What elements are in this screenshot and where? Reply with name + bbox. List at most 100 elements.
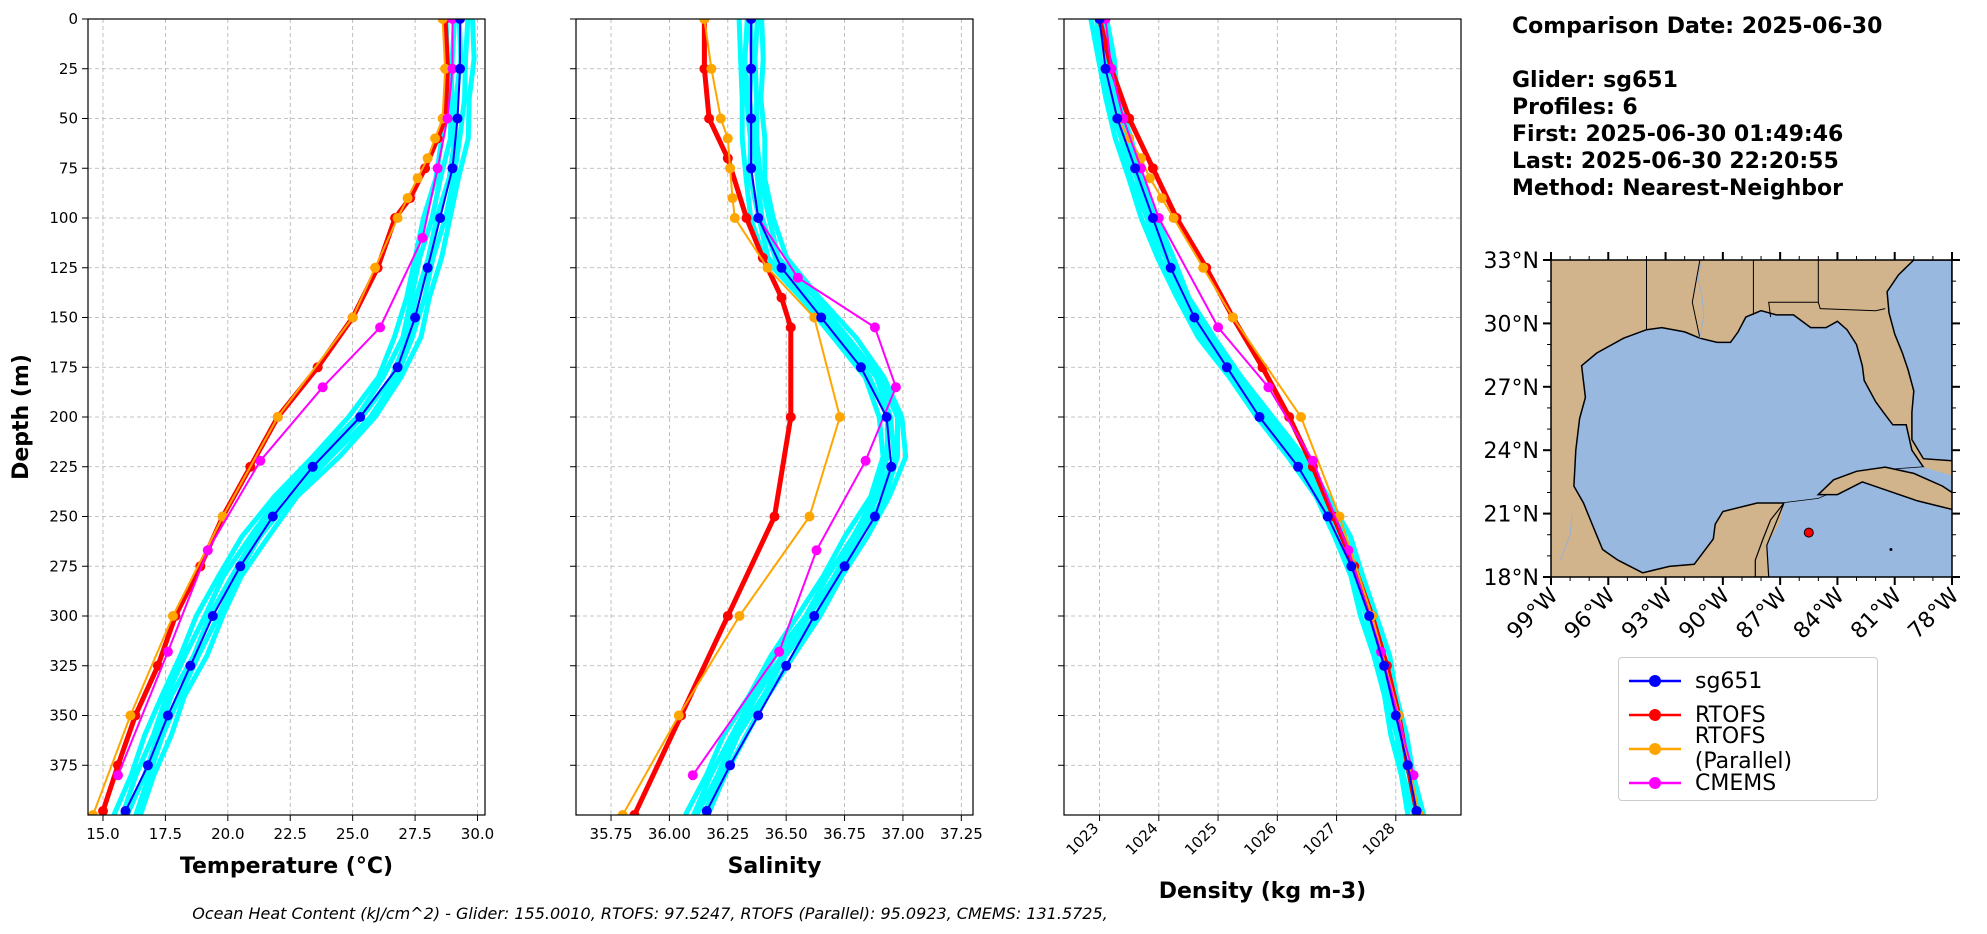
sg651-point bbox=[435, 213, 446, 223]
comparison-info: Comparison Date: 2025-06-30 Glider: sg65… bbox=[1512, 13, 1972, 202]
sg651-point bbox=[1402, 760, 1413, 771]
cmems-point bbox=[375, 322, 386, 333]
cmems-point bbox=[1213, 322, 1224, 333]
gulf-of-mexico bbox=[1573, 309, 1925, 574]
salinity-panel: 35.75 36.00 36.25 36.50 36.75 37.00 37.25 Salin… bbox=[570, 18, 983, 879]
y-tick-label: 50 bbox=[59, 110, 78, 128]
x-tick-label: 17.5 bbox=[149, 825, 182, 843]
cmems-point bbox=[869, 322, 880, 333]
x-tick-label: 35.75 bbox=[590, 825, 633, 843]
lat-tick-label: 27°N bbox=[1484, 376, 1539, 401]
sg651-point bbox=[1147, 213, 1158, 223]
legend-item-rtofs: RTOFS bbox=[1627, 698, 1869, 732]
legend-item-sg651: sg651 bbox=[1627, 664, 1869, 698]
y-tick-label: 250 bbox=[49, 508, 78, 526]
x-tick-label: 27.5 bbox=[398, 825, 431, 843]
sg651-point bbox=[1100, 63, 1111, 74]
cmems-point bbox=[774, 646, 785, 657]
legend-label: CMEMS bbox=[1695, 770, 1777, 796]
y-tick-label: 100 bbox=[49, 209, 78, 227]
rtofs-point bbox=[741, 213, 752, 223]
glider-profile-line bbox=[683, 19, 886, 815]
rtofs-parallel-point bbox=[715, 113, 726, 124]
sg651-point bbox=[447, 163, 458, 174]
cmems-point bbox=[811, 545, 822, 556]
rtofs-point bbox=[722, 611, 733, 621]
sg651-point bbox=[452, 113, 463, 124]
sg651-point bbox=[855, 362, 866, 373]
sg651-point bbox=[207, 611, 218, 621]
lat-tick-label: 30°N bbox=[1484, 312, 1539, 337]
rtofs-parallel-point bbox=[1144, 173, 1155, 184]
lon-tick-label: 93°W bbox=[1617, 583, 1678, 644]
lon-tick-label: 78°W bbox=[1904, 583, 1965, 644]
cmems-line bbox=[691, 19, 897, 776]
x-tick-label: 25.0 bbox=[336, 825, 369, 843]
yucatan-coast bbox=[1754, 502, 1785, 577]
cmems-point bbox=[860, 455, 871, 466]
x-tick-label: 1024 bbox=[1122, 819, 1162, 859]
x-tick-label: 36.25 bbox=[706, 825, 749, 843]
x-axis-label: Temperature (°C) bbox=[180, 854, 393, 879]
legend-label: sg651 bbox=[1695, 668, 1763, 694]
rtofs-parallel-point bbox=[392, 213, 403, 223]
legend-key-rtofs-parallel bbox=[1629, 743, 1681, 755]
grid-lines bbox=[88, 18, 485, 815]
rtofs-parallel-point bbox=[125, 710, 136, 721]
rtofs-parallel-point bbox=[1198, 262, 1209, 273]
sg651-point bbox=[701, 806, 712, 815]
legend-item-rtofs-parallel: RTOFS (Parallel) bbox=[1627, 724, 1869, 774]
cmems-point bbox=[447, 63, 458, 74]
rtofs-parallel-point bbox=[834, 412, 845, 422]
lat-tick-label: 21°N bbox=[1484, 503, 1539, 528]
rtofs-parallel-point bbox=[762, 262, 773, 273]
y-tick-label: 375 bbox=[49, 756, 78, 774]
first-time: First: 2025-06-30 01:49:46 bbox=[1512, 122, 1844, 147]
sg651-point bbox=[1094, 19, 1105, 24]
sg651-point bbox=[746, 19, 757, 24]
rtofs-point bbox=[722, 153, 733, 164]
lat-tick-label: 33°N bbox=[1484, 249, 1539, 274]
river bbox=[1560, 513, 1573, 561]
cmems-point bbox=[442, 113, 453, 124]
rtofs-point bbox=[776, 292, 787, 303]
comparison-date: Comparison Date: 2025-06-30 bbox=[1512, 14, 1883, 39]
sg651-point bbox=[746, 163, 757, 174]
sg651-point bbox=[120, 806, 131, 815]
sg651-point bbox=[455, 63, 465, 74]
sg651-point bbox=[746, 63, 757, 74]
y-tick-label: 0 bbox=[68, 10, 78, 28]
rtofs-parallel-point bbox=[412, 173, 423, 184]
sg651-point bbox=[781, 660, 792, 671]
rtofs-parallel-point bbox=[1227, 312, 1238, 323]
mississippi-river bbox=[1697, 260, 1705, 339]
state-border bbox=[1768, 260, 1819, 318]
rtofs-point bbox=[98, 806, 108, 815]
rtofs-parallel-point bbox=[430, 133, 441, 144]
y-tick-label: 150 bbox=[49, 309, 78, 327]
x-tick-label: 36.00 bbox=[648, 825, 691, 843]
sg651-point bbox=[1254, 412, 1265, 422]
rtofs-parallel-point bbox=[88, 810, 98, 815]
rtofs-parallel-point bbox=[1296, 412, 1306, 422]
sg651-point bbox=[392, 362, 403, 373]
cmems-point bbox=[890, 382, 901, 393]
glider-profile-line bbox=[701, 19, 900, 815]
temperature-panel: 0 25 50 75 100 125 150 175 200 225 250 275 300 325 350… bbox=[9, 10, 494, 879]
lon-tick-label: 90°W bbox=[1674, 583, 1735, 644]
y-tick-label: 175 bbox=[49, 358, 78, 376]
sg651-point bbox=[776, 262, 787, 273]
legend-key-rtofs bbox=[1629, 709, 1681, 721]
atlantic-ocean bbox=[1886, 260, 1952, 462]
legend-key-cmems bbox=[1629, 777, 1681, 789]
x-tick-label: 15.0 bbox=[86, 825, 119, 843]
cmems-line bbox=[117, 19, 454, 776]
sg651-point bbox=[886, 461, 897, 472]
last-time: Last: 2025-06-30 22:20:55 bbox=[1512, 149, 1839, 174]
lon-tick-label: 84°W bbox=[1789, 583, 1850, 644]
rtofs-parallel-point bbox=[722, 133, 733, 144]
x-tick-label: 36.50 bbox=[765, 825, 808, 843]
y-tick-label: 225 bbox=[49, 458, 78, 476]
x-tick-label: 1027 bbox=[1300, 819, 1340, 859]
rtofs-point bbox=[312, 362, 323, 373]
